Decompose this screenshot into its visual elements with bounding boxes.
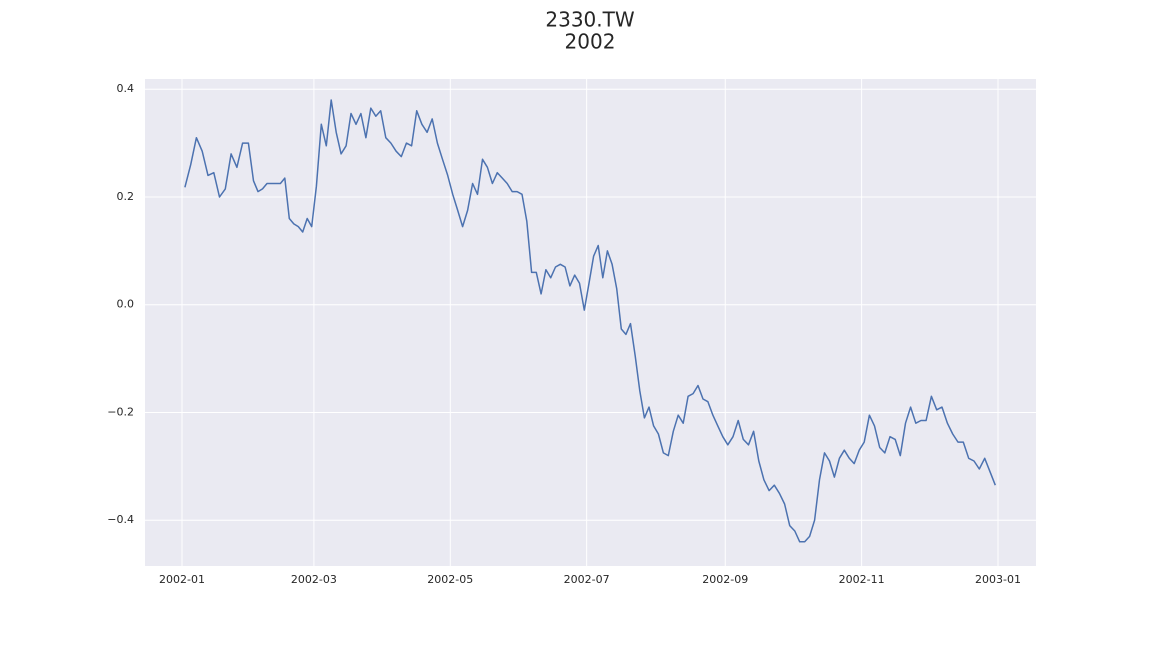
- x-tick-label: 2002-03: [291, 573, 337, 586]
- chart-subtitle: 2002: [565, 30, 616, 54]
- x-tick-label: 2002-07: [564, 573, 610, 586]
- x-tick-label: 2002-01: [159, 573, 205, 586]
- price-line: [184, 99, 996, 543]
- x-tick-label: 2002-05: [427, 573, 473, 586]
- y-tick-label: 0.2: [117, 190, 135, 203]
- y-tick-label: 0.4: [117, 82, 135, 95]
- x-tick-label: 2002-09: [702, 573, 748, 586]
- x-tick-label: 2003-01: [975, 573, 1021, 586]
- chart-title: 2330.TW: [545, 8, 634, 32]
- y-tick-label: −0.2: [107, 405, 134, 418]
- y-tick-label: −0.4: [107, 513, 134, 526]
- plot-area: [145, 79, 1036, 566]
- x-tick-label: 2002-11: [839, 573, 885, 586]
- y-tick-label: 0.0: [117, 298, 135, 311]
